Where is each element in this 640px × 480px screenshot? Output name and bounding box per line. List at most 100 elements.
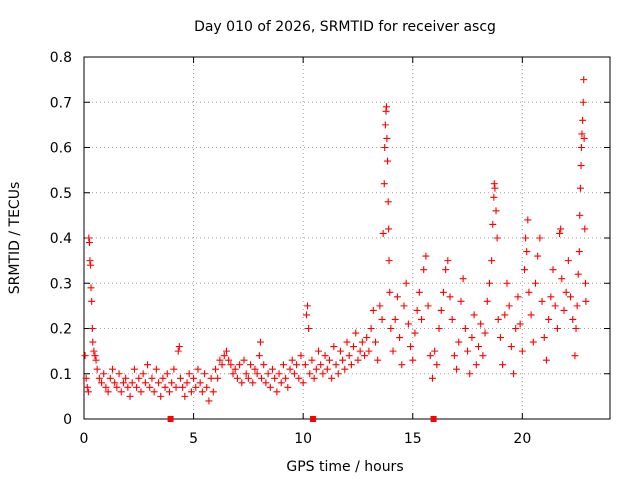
x-tick-labels: 0 5 10 15 20 — [80, 431, 532, 447]
data-point — [575, 248, 583, 256]
data-point — [378, 315, 386, 323]
data-point — [268, 365, 276, 373]
data-point — [367, 325, 375, 332]
data-point — [485, 279, 493, 287]
data-point — [424, 302, 432, 310]
data-point — [181, 392, 189, 400]
data-point — [580, 76, 588, 84]
data-point — [179, 383, 187, 391]
data-point — [141, 379, 149, 387]
data-point — [415, 288, 423, 296]
data-point — [87, 261, 95, 269]
data-point — [319, 370, 327, 378]
data-point — [385, 257, 393, 265]
data-point — [201, 370, 209, 378]
data-point — [483, 297, 491, 305]
data-point — [343, 338, 351, 346]
data-point — [157, 392, 165, 400]
data-point — [547, 293, 555, 301]
x-tick-label: 5 — [189, 431, 198, 447]
data-point — [350, 343, 358, 351]
data-point — [521, 266, 529, 274]
data-point — [444, 257, 452, 265]
data-point — [380, 180, 388, 188]
data-point — [496, 334, 504, 342]
data-point — [494, 315, 502, 323]
data-point — [155, 379, 163, 387]
data-point — [578, 130, 586, 138]
data-point — [297, 352, 305, 360]
data-point — [491, 184, 499, 192]
data-point — [301, 361, 309, 369]
y-tick-label: 0.2 — [50, 322, 72, 338]
data-point — [139, 370, 147, 378]
y-tick-label: 0.8 — [50, 50, 72, 66]
data-point — [334, 370, 342, 378]
data-point — [516, 320, 524, 328]
data-point — [89, 338, 97, 346]
data-point — [580, 134, 588, 142]
data-point — [522, 234, 530, 242]
data-point — [286, 365, 294, 373]
data-point — [271, 374, 279, 382]
data-point — [439, 288, 447, 296]
data-point — [88, 325, 96, 332]
data-point — [536, 234, 544, 242]
data-point — [117, 388, 125, 396]
data-point — [571, 352, 579, 360]
data-point — [85, 234, 93, 242]
data-point — [553, 325, 561, 332]
data-point — [98, 379, 106, 387]
data-point — [92, 356, 100, 364]
data-point — [562, 288, 570, 296]
data-point — [282, 374, 290, 382]
data-point — [558, 275, 566, 283]
data-point — [198, 388, 206, 396]
data-point — [332, 361, 340, 369]
data-point — [512, 325, 520, 332]
data-point — [534, 252, 542, 260]
data-point — [518, 347, 526, 355]
data-point — [457, 297, 465, 305]
data-point — [165, 388, 173, 396]
x-tick-label: 0 — [80, 431, 89, 447]
data-point — [523, 248, 531, 256]
data-point — [556, 229, 564, 237]
data-point — [545, 315, 553, 323]
data-point — [426, 352, 434, 360]
data-point — [477, 320, 485, 328]
data-point — [356, 347, 364, 355]
data-point — [549, 266, 557, 274]
plot-frame — [83, 56, 611, 420]
data-point — [247, 361, 255, 369]
x-tick-label: 20 — [513, 431, 531, 447]
data-point — [579, 98, 587, 106]
data-point — [192, 383, 200, 391]
chart-title: Day 010 of 2026, SRMTID for receiver asc… — [194, 19, 496, 35]
data-point — [175, 343, 183, 351]
data-point — [345, 352, 353, 360]
x-axis-title: GPS time / hours — [286, 459, 403, 475]
data-point — [374, 356, 382, 364]
data-point — [242, 370, 250, 378]
data-point — [569, 315, 577, 323]
data-point — [86, 257, 94, 265]
data-point — [341, 365, 349, 373]
data-point — [354, 356, 362, 364]
axis-marker — [310, 416, 317, 422]
data-point — [321, 352, 329, 360]
data-point — [225, 356, 233, 364]
data-point — [148, 374, 156, 382]
data-point — [119, 379, 127, 387]
data-point — [527, 311, 535, 319]
data-point — [279, 361, 287, 369]
data-point — [185, 370, 193, 378]
data-point — [122, 374, 130, 382]
data-point — [305, 325, 313, 332]
data-point — [124, 383, 132, 391]
data-point — [84, 388, 92, 396]
data-point — [275, 370, 283, 378]
data-point — [499, 361, 507, 369]
data-point — [382, 103, 390, 111]
